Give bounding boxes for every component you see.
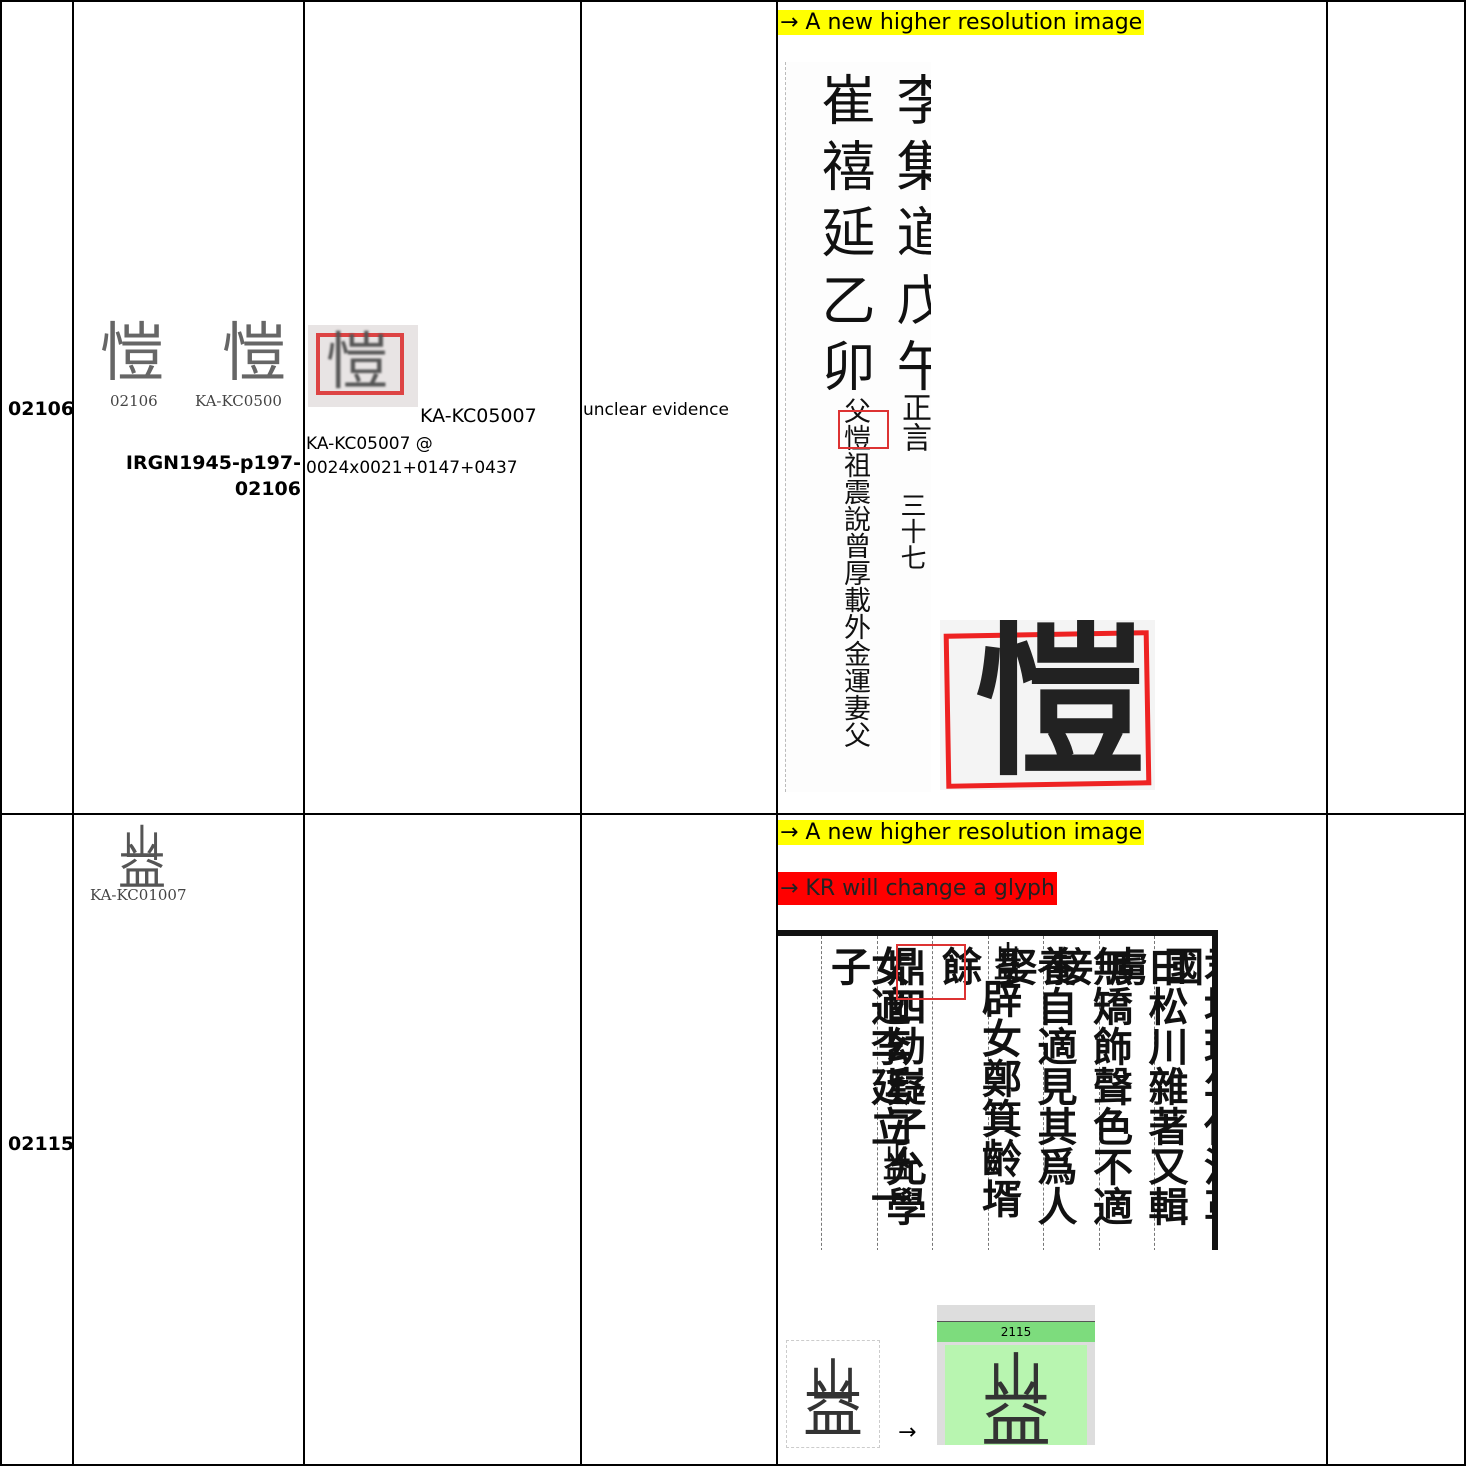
composed-glyph: 山益 (803, 1357, 863, 1447)
panel-label: 2115 (937, 1321, 1095, 1342)
column-rule (1043, 936, 1044, 1250)
scan-column: 鼎四幼嶷子允學 (880, 946, 927, 1226)
cell-border (776, 0, 778, 1466)
glyph: 愷 (222, 317, 286, 391)
glyph-caption: 02106 (110, 392, 158, 410)
glyph-part: 益 (118, 839, 167, 896)
evidence-ref: KA-KC05007 @ 0024x0021+0147+0437 (306, 434, 518, 478)
column-rule (987, 936, 989, 1250)
scan-column: 女適李廷立山益一子 (824, 946, 912, 1250)
zoom-glyph: 愷 (975, 620, 1146, 790)
scan-highlight (896, 944, 966, 1000)
composed-glyph: 山益 (981, 1353, 1051, 1445)
scan-text: 李集道 (887, 72, 931, 270)
evidence-caption: KA-KC05007 (420, 405, 537, 427)
cell-border (0, 0, 1466, 2)
cell-border (0, 1464, 1466, 1466)
glyph: 山益 (118, 825, 167, 896)
column-rule (821, 936, 822, 1250)
new-glyph: 山益 (945, 1345, 1087, 1445)
scan-text: 正言 (896, 392, 931, 452)
composed-glyph: 山益 (994, 941, 1023, 985)
scan-column: 無矯飾聲色不適接 (1046, 946, 1133, 1250)
scan-text: 崔禧延 (812, 72, 875, 270)
scan-column: 山益辟女鄭箕齡壻餘 (935, 941, 1023, 1250)
scan-text: 一子 (824, 946, 911, 1218)
scan-image: 李集道 戊午 正言三十七 崔禧延 乙卯 父愷祖震說曾厚載外金運妻父 (785, 62, 931, 792)
glyph-part: 山 (996, 941, 1020, 967)
column-rule (876, 936, 878, 1250)
evidence-glyph: 愷 (326, 325, 389, 398)
scan-text: 無矯飾聲色不適接 (1046, 946, 1133, 1226)
glyph-caption: KA-KC0500 (195, 392, 282, 410)
note-highlight: → A new higher resolution image (778, 820, 1145, 845)
row-id: 02106 (8, 398, 75, 420)
scan-text: 鼎四幼嶷子允學 (879, 946, 927, 1226)
scan-text: 養自適見其爲人娶 (990, 946, 1078, 1226)
scan-text: 戊午 (887, 272, 931, 404)
glyph-part: 益 (981, 1375, 1051, 1445)
evidence-box (316, 333, 404, 395)
scan-text: 女適李廷立 (864, 946, 911, 1146)
scan-text: 辟女鄭箕齡壻餘 (935, 946, 1022, 1218)
scan-image: 君地理年代沿革國曰松川雜著又輯虜無矯飾聲色不適接養自適見其爲人娶山益辟女鄭箕齡壻… (778, 930, 1218, 1250)
note-highlight: → A new higher resolution image (778, 10, 1145, 35)
cell-border (580, 0, 582, 1466)
comment: unclear evidence (583, 400, 729, 420)
cell-border (0, 0, 2, 1466)
scan-column: 養自適見其爲人娶 (991, 946, 1078, 1250)
glyph-part: 益 (883, 1151, 912, 1185)
cell-border (0, 813, 1466, 815)
scan-text: 三十七 (896, 492, 926, 570)
evidence-image: 愷 (308, 325, 418, 407)
cell-border (303, 0, 305, 1466)
cell-border (1326, 0, 1328, 1466)
glyph: 愷 (100, 317, 164, 391)
column-rule (1098, 936, 1100, 1250)
zoom-image: 愷 (940, 620, 1155, 790)
scan-text: 乙卯 (812, 272, 875, 404)
arrow: → (898, 1420, 917, 1445)
composed-glyph: 山益 (883, 1141, 912, 1185)
source-ref: IRGN1945-p197- (125, 452, 301, 474)
old-glyph: 山益 (786, 1340, 880, 1448)
scan-column: 君地理年代沿革國 (1157, 946, 1212, 1250)
source-ref: 02106 (234, 478, 301, 500)
glyph-part: 益 (994, 951, 1023, 985)
note-highlight: → KR will change a glyph (778, 872, 1057, 905)
column-rule (932, 936, 933, 1250)
glyph-part: 山 (885, 1141, 909, 1167)
glyph-part: 益 (803, 1376, 863, 1447)
scan-text: 父愷祖震說曾厚載外金運妻父 (839, 397, 870, 748)
cell-border (1464, 0, 1466, 1466)
scan-column: 曰松川雜著又輯虜 (1102, 946, 1189, 1250)
glyph-caption: KA-KC01007 (90, 886, 187, 904)
scan-text: 君地理年代沿革國 (1157, 946, 1212, 1226)
composed-glyph: 山益 (118, 825, 167, 896)
cell-border (72, 0, 74, 1466)
new-glyph-panel: 2115 山益 (937, 1305, 1095, 1445)
scan-text: 曰松川雜著又輯虜 (1101, 946, 1189, 1226)
scan-highlight (838, 410, 889, 449)
row-id: 02115 (8, 1133, 75, 1155)
column-rule (1154, 936, 1155, 1250)
